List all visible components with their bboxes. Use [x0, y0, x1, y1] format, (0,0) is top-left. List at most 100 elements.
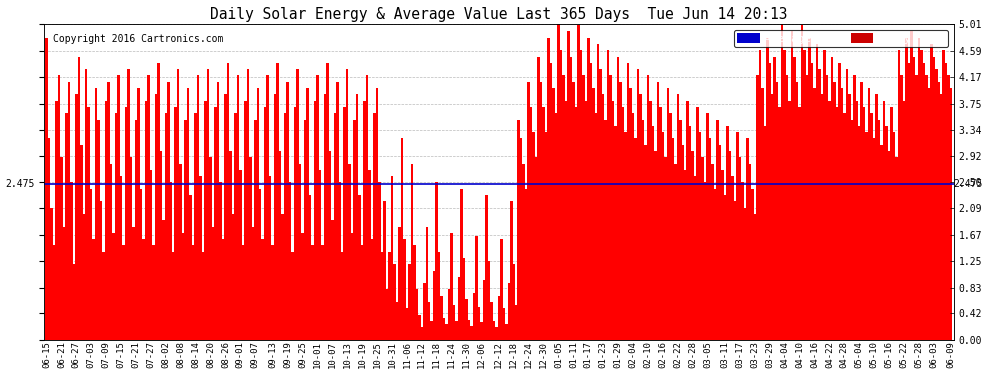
Bar: [540, 82, 543, 340]
Bar: [742, 183, 743, 340]
Bar: [87, 107, 90, 340]
Bar: [177, 69, 179, 340]
Bar: [60, 157, 62, 340]
Bar: [651, 126, 654, 340]
Bar: [533, 132, 535, 340]
Bar: [724, 195, 727, 340]
Bar: [162, 220, 164, 340]
Bar: [125, 107, 128, 340]
Bar: [172, 252, 174, 340]
Bar: [707, 113, 709, 340]
Bar: [143, 239, 145, 340]
Bar: [572, 82, 574, 340]
Bar: [834, 82, 836, 340]
Bar: [82, 214, 85, 340]
Bar: [666, 88, 669, 340]
Bar: [381, 252, 383, 340]
Bar: [681, 145, 684, 340]
Bar: [515, 305, 518, 340]
Bar: [933, 57, 935, 340]
Bar: [584, 100, 587, 340]
Bar: [717, 120, 719, 340]
Bar: [336, 82, 339, 340]
Bar: [157, 63, 159, 340]
Bar: [635, 138, 637, 340]
Bar: [301, 233, 304, 340]
Bar: [824, 50, 826, 340]
Bar: [686, 100, 689, 340]
Bar: [299, 164, 301, 340]
Bar: [836, 107, 839, 340]
Bar: [350, 233, 353, 340]
Bar: [488, 261, 490, 340]
Bar: [640, 94, 642, 340]
Bar: [898, 50, 900, 340]
Bar: [48, 138, 50, 340]
Bar: [214, 107, 217, 340]
Bar: [776, 82, 778, 340]
Bar: [447, 290, 450, 340]
Bar: [224, 94, 227, 340]
Bar: [714, 189, 717, 340]
Bar: [192, 245, 194, 340]
Bar: [403, 239, 406, 340]
Bar: [240, 170, 242, 340]
Bar: [562, 75, 564, 340]
Bar: [376, 88, 378, 340]
Bar: [428, 302, 431, 340]
Bar: [85, 69, 87, 340]
Bar: [727, 126, 729, 340]
Bar: [923, 63, 925, 340]
Bar: [194, 113, 197, 340]
Bar: [880, 145, 883, 340]
Bar: [319, 170, 321, 340]
Bar: [378, 183, 381, 340]
Bar: [607, 50, 610, 340]
Bar: [391, 176, 393, 340]
Bar: [513, 264, 515, 340]
Bar: [112, 233, 115, 340]
Bar: [457, 277, 460, 340]
Bar: [438, 252, 441, 340]
Bar: [128, 69, 130, 340]
Bar: [485, 195, 488, 340]
Bar: [436, 183, 438, 340]
Text: 2.475: 2.475: [6, 179, 35, 189]
Bar: [75, 94, 77, 340]
Bar: [883, 100, 885, 340]
Bar: [617, 57, 620, 340]
Bar: [547, 38, 549, 340]
Bar: [483, 280, 485, 340]
Bar: [480, 322, 483, 340]
Bar: [538, 57, 540, 340]
Bar: [756, 75, 758, 340]
Bar: [813, 88, 816, 340]
Bar: [870, 113, 873, 340]
Bar: [274, 94, 276, 340]
Bar: [935, 69, 938, 340]
Bar: [748, 164, 751, 340]
Bar: [554, 113, 557, 340]
Bar: [664, 157, 666, 340]
Bar: [783, 50, 786, 340]
Bar: [831, 57, 834, 340]
Bar: [552, 88, 554, 340]
Bar: [467, 320, 470, 340]
Bar: [863, 107, 865, 340]
Bar: [676, 94, 679, 340]
Bar: [900, 75, 903, 340]
Bar: [778, 107, 781, 340]
Text: Copyright 2016 Cartronics.com: Copyright 2016 Cartronics.com: [53, 34, 224, 44]
Bar: [913, 57, 915, 340]
Bar: [806, 75, 808, 340]
Bar: [344, 107, 346, 340]
Bar: [229, 151, 232, 340]
Bar: [729, 151, 732, 340]
Bar: [316, 75, 319, 340]
Bar: [416, 290, 418, 340]
Bar: [569, 57, 572, 340]
Bar: [348, 164, 350, 340]
Bar: [773, 57, 776, 340]
Bar: [329, 151, 331, 340]
Bar: [324, 94, 326, 340]
